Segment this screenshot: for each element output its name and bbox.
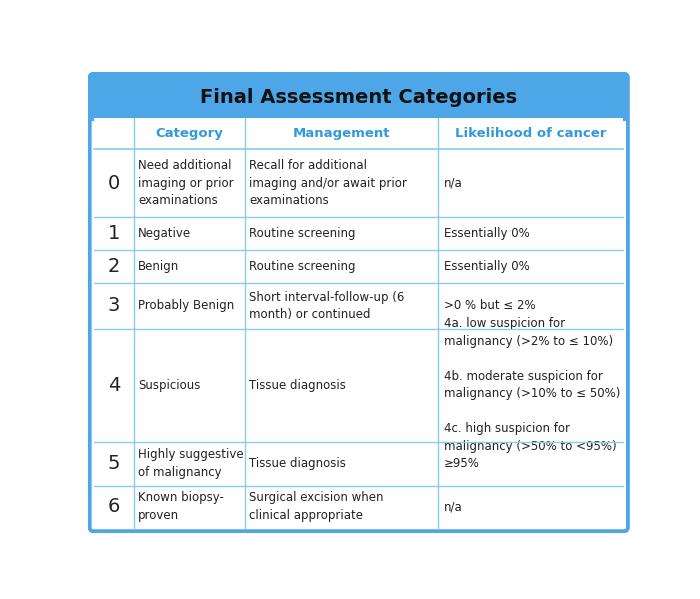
Bar [94,217,624,250]
Text: Surgical excision when
clinical appropriate: Surgical excision when clinical appropri… [249,491,384,522]
Text: n/a: n/a [444,500,462,513]
Text: Routine screening: Routine screening [249,260,356,273]
FancyBboxPatch shape [90,74,628,531]
Bar [94,117,624,149]
Bar [94,149,624,217]
Text: Short interval-follow-up (6
month) or continued: Short interval-follow-up (6 month) or co… [249,291,405,321]
Text: Highly suggestive
of malignancy: Highly suggestive of malignancy [138,448,244,479]
Text: Essentially 0%: Essentially 0% [444,227,529,240]
Text: Management: Management [293,127,391,140]
Text: 1: 1 [108,224,120,243]
Bar [94,329,624,441]
Bar [94,441,624,486]
Text: 4a. low suspicion for
malignancy (>2% to ≤ 10%)

4b. moderate suspicion for
mali: 4a. low suspicion for malignancy (>2% to… [444,317,620,453]
Bar [94,101,624,117]
FancyBboxPatch shape [90,74,628,121]
Text: 6: 6 [108,497,120,516]
Text: 0: 0 [108,174,120,193]
Text: Recall for additional
imaging and/or await prior
examinations: Recall for additional imaging and/or awa… [249,159,407,207]
Text: Need additional
imaging or prior
examinations: Need additional imaging or prior examina… [138,159,234,207]
Text: Routine screening: Routine screening [249,227,356,240]
Text: Likelihood of cancer: Likelihood of cancer [455,127,606,140]
Text: Negative: Negative [138,227,191,240]
Bar [94,283,624,329]
Text: Suspicious: Suspicious [138,379,200,392]
Text: Tissue diagnosis: Tissue diagnosis [249,379,346,392]
Text: Category: Category [155,127,223,140]
Text: n/a: n/a [444,177,462,190]
Text: >0 % but ≤ 2%: >0 % but ≤ 2% [444,300,536,312]
Text: Probably Benign: Probably Benign [138,300,234,312]
Text: Known biopsy-
proven: Known biopsy- proven [138,491,224,522]
Text: ≥95%: ≥95% [444,457,480,470]
Bar [94,250,624,283]
Text: 5: 5 [108,454,120,473]
Text: 2: 2 [108,257,120,276]
Text: Benign: Benign [138,260,179,273]
Text: Final Assessment Categories: Final Assessment Categories [200,88,517,107]
Text: 4: 4 [108,376,120,395]
Text: Essentially 0%: Essentially 0% [444,260,529,273]
Text: 3: 3 [108,297,120,315]
Text: Tissue diagnosis: Tissue diagnosis [249,457,346,470]
Bar [94,486,624,528]
